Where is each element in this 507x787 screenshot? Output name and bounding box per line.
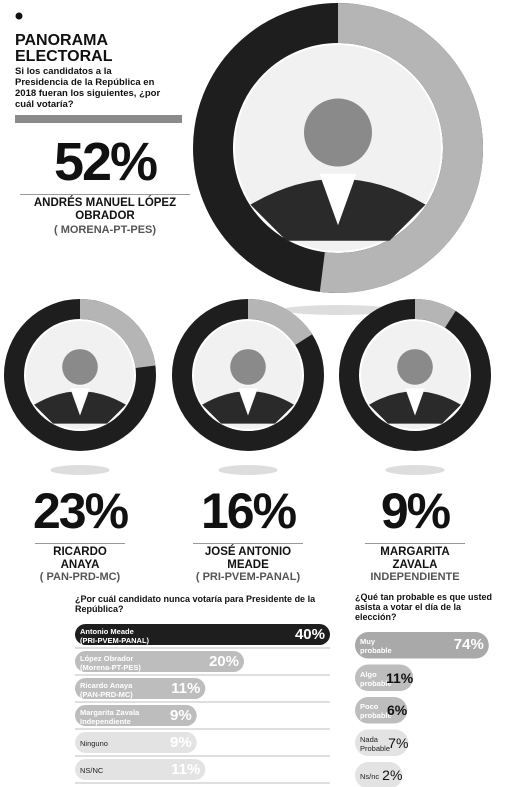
bar [355, 729, 409, 756]
category-label: Margarita Zavala Independiente [80, 707, 140, 726]
ring-value [414, 299, 456, 328]
panel-title: ¿Qué tan probable es que usted asista a … [355, 592, 493, 622]
bar [75, 732, 197, 753]
category-label: López Obrador (Morena-PT-PES) [80, 653, 141, 672]
photo-shirt [319, 173, 357, 226]
category-label: Ricardo Anaya (PAN-PRD-MC) [80, 680, 133, 699]
bullet [15, 12, 23, 20]
photo-head [304, 98, 372, 167]
category-label: Ninguno [80, 739, 108, 748]
category-label: Antonio Meade (PRI-PVEM-PANAL) [80, 626, 150, 645]
bar [75, 651, 244, 672]
candidate-name: JOSÉ ANTONIO MEADE [193, 543, 303, 572]
title-rule [15, 115, 182, 123]
bar [75, 759, 206, 780]
value-label: 74% [453, 636, 484, 653]
value-label: 9% [170, 734, 192, 751]
photo-head [62, 349, 98, 385]
value-label: 40% [294, 626, 325, 643]
photo-head [397, 349, 433, 385]
bar [355, 632, 489, 659]
category-label: NS/NC [80, 766, 104, 775]
category-label: Nada Probable [360, 734, 391, 753]
question: Si los candidatos a la Presidencia de la… [15, 66, 161, 110]
party: ( MORENA-PT-PES) [53, 224, 157, 236]
category-label: Muy probable [360, 637, 392, 656]
ring-value [79, 299, 156, 369]
value-label: 11% [171, 680, 201, 697]
bar [355, 762, 403, 787]
photo-shirt [405, 388, 425, 416]
value-label: 11% [385, 669, 414, 686]
ring-value [319, 3, 483, 293]
party: ( PRI-PVEM-PANAL) [195, 571, 301, 583]
ring-value [247, 299, 313, 346]
photo-shirt [70, 388, 90, 416]
panel-title: ¿Por cuál candidato nunca votaría para P… [75, 594, 316, 614]
value-label: 7% [388, 734, 409, 751]
party: ( PAN-PRD-MC) [39, 571, 121, 583]
shadow [50, 465, 110, 475]
photo-head [230, 349, 266, 385]
value-label: 6% [386, 702, 408, 718]
category-label: Algo probable [360, 669, 392, 688]
bar [75, 678, 206, 699]
candidate-name: ANDRÉS MANUEL LÓPEZ OBRADOR [20, 194, 190, 223]
category-label: Poco probable [360, 702, 392, 721]
bar [75, 705, 197, 726]
shadow [385, 465, 445, 475]
percent: 52% [53, 132, 158, 192]
value-label: 20% [208, 653, 239, 670]
category-label: Ns/nc [360, 771, 380, 781]
bar [355, 664, 414, 691]
value-label: 9% [170, 707, 192, 724]
value-label: 11% [171, 761, 201, 778]
percent: 16% [200, 483, 297, 539]
title: PANORAMA ELECTORAL [15, 32, 113, 65]
bar [355, 697, 408, 724]
bar [75, 624, 330, 645]
candidate-name: MARGARITA ZAVALA [365, 543, 465, 572]
shadow [218, 465, 278, 475]
shadow [281, 305, 395, 315]
photo-shirt [238, 388, 258, 416]
percent: 23% [32, 483, 129, 539]
percent: 9% [380, 483, 451, 539]
party: INDEPENDIENTE [370, 571, 460, 583]
candidate-name: RICARDO ANAYA [35, 543, 125, 572]
value-label: 2% [382, 767, 403, 783]
